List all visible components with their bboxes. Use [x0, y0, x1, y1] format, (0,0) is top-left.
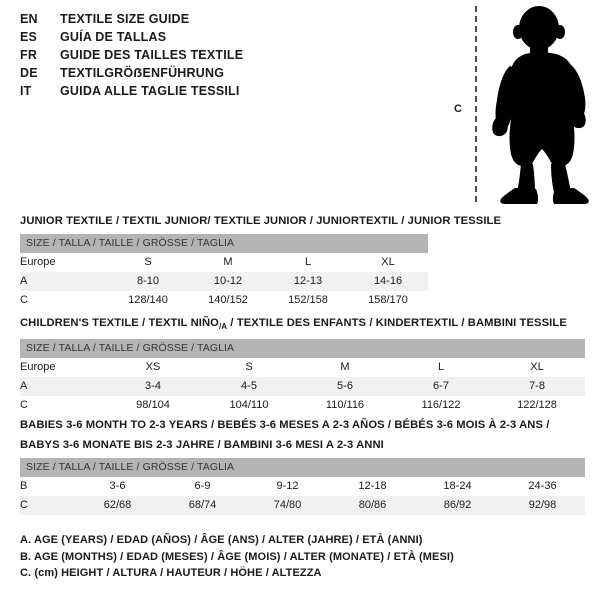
- cell-height: 74/80: [245, 496, 330, 515]
- section-babies-textile: BABIES 3-6 MONTH TO 2-3 YEARS / BEBÉS 3-…: [20, 418, 585, 515]
- row-label-a: A: [20, 377, 105, 397]
- cell-age-months: 3-6: [75, 477, 160, 496]
- row-label-a: A: [20, 272, 108, 291]
- height-measurement-figure: C: [440, 0, 600, 208]
- language-row-it: IT GUIDA ALLE TAGLIE TESSILI: [20, 84, 420, 102]
- size-table-babies: SIZE / TALLA / TAILLE / GRÖSSE / TAGLIA …: [20, 458, 585, 515]
- language-code-de: DE: [20, 66, 38, 80]
- cell-height: 68/74: [160, 496, 245, 515]
- cell-height: 62/68: [75, 496, 160, 515]
- language-code-it: IT: [20, 84, 32, 98]
- language-label-en: TEXTILE SIZE GUIDE: [60, 12, 190, 26]
- cell-size: L: [393, 358, 489, 378]
- cell-height: 110/116: [297, 396, 393, 416]
- cell-height: 152/158: [268, 291, 348, 310]
- cell-age: 7-8: [489, 377, 586, 397]
- cell-age-months: 12-18: [330, 477, 415, 496]
- section-title-children-subscript: /A: [218, 322, 228, 332]
- cell-size: M: [188, 253, 268, 272]
- section-title-babies-line2: BABYS 3-6 MONATE BIS 2-3 JAHRE / BAMBINI…: [20, 439, 384, 451]
- cell-age: 5-6: [297, 377, 393, 397]
- language-label-es: GUÍA DE TALLAS: [60, 30, 167, 44]
- footnote-b: B. AGE (MONTHS) / EDAD (MESES) / ÂGE (MO…: [20, 550, 454, 563]
- size-table-junior: SIZE / TALLA / TAILLE / GRÖSSE / TAGLIA …: [20, 234, 429, 310]
- cell-age-months: 18-24: [415, 477, 500, 496]
- language-row-en: EN TEXTILE SIZE GUIDE: [20, 12, 420, 30]
- table-row: C 128/140 140/152 152/158 158/170: [20, 291, 429, 310]
- table-band-header-junior: SIZE / TALLA / TAILLE / GRÖSSE / TAGLIA: [20, 234, 429, 253]
- language-label-it: GUIDA ALLE TAGLIE TESSILI: [60, 84, 240, 98]
- row-label-c: C: [20, 496, 75, 515]
- footnote-legend: A. AGE (YEARS) / EDAD (AÑOS) / ÂGE (ANS)…: [20, 532, 580, 582]
- cell-height: 98/104: [105, 396, 201, 416]
- cell-age: 3-4: [105, 377, 201, 397]
- table-band-header-children: SIZE / TALLA / TAILLE / GRÖSSE / TAGLIA: [20, 339, 586, 359]
- band-label-children: SIZE / TALLA / TAILLE / GRÖSSE / TAGLIA: [20, 339, 586, 359]
- cell-size: L: [268, 253, 348, 272]
- cell-age: 12-13: [268, 272, 348, 291]
- table-row: B 3-6 6-9 9-12 12-18 18-24 24-36: [20, 477, 585, 496]
- table-row: A 3-4 4-5 5-6 6-7 7-8: [20, 377, 586, 397]
- table-row: A 8-10 10-12 12-13 14-16: [20, 272, 429, 291]
- height-dashed-line: [475, 6, 477, 202]
- language-code-fr: FR: [20, 48, 38, 62]
- section-title-babies-line1: BABIES 3-6 MONTH TO 2-3 YEARS / BEBÉS 3-…: [20, 419, 550, 431]
- cell-height: 80/86: [330, 496, 415, 515]
- section-title-children-before: CHILDREN'S TEXTILE / TEXTIL NIÑO: [20, 317, 219, 329]
- row-label-c: C: [20, 291, 108, 310]
- language-row-es: ES GUÍA DE TALLAS: [20, 30, 420, 48]
- table-row: Europe XS S M L XL: [20, 358, 586, 378]
- table-row: Europe S M L XL: [20, 253, 429, 272]
- band-label-babies: SIZE / TALLA / TAILLE / GRÖSSE / TAGLIA: [20, 458, 585, 477]
- table-row: C 98/104 104/110 110/116 116/122 122/128: [20, 396, 586, 416]
- cell-size: XL: [489, 358, 586, 378]
- language-row-fr: FR GUIDE DES TAILLES TEXTILE: [20, 48, 420, 66]
- cell-size: M: [297, 358, 393, 378]
- cell-height: 104/110: [201, 396, 297, 416]
- size-table-children: SIZE / TALLA / TAILLE / GRÖSSE / TAGLIA …: [20, 339, 586, 416]
- footnote-c: C. (cm) HEIGHT / ALTURA / HAUTEUR / HÖHE…: [20, 567, 322, 579]
- row-label-europe: Europe: [20, 358, 105, 378]
- section-junior-textile: JUNIOR TEXTILE / TEXTIL JUNIOR/ TEXTILE …: [20, 214, 501, 310]
- cell-height: 86/92: [415, 496, 500, 515]
- language-code-en: EN: [20, 12, 38, 26]
- language-row-de: DE TEXTILGRÖẞENFÜHRUNG: [20, 66, 420, 84]
- language-code-es: ES: [20, 30, 38, 44]
- cell-age-months: 9-12: [245, 477, 330, 496]
- cell-size: S: [108, 253, 188, 272]
- row-label-b: B: [20, 477, 75, 496]
- language-header-list: EN TEXTILE SIZE GUIDE ES GUÍA DE TALLAS …: [20, 12, 420, 102]
- cell-size: XS: [105, 358, 201, 378]
- cell-age: 4-5: [201, 377, 297, 397]
- cell-age-months: 24-36: [500, 477, 585, 496]
- cell-height: 116/122: [393, 396, 489, 416]
- cell-age: 14-16: [348, 272, 429, 291]
- table-row: C 62/68 68/74 74/80 80/86 86/92 92/98: [20, 496, 585, 515]
- cell-age: 8-10: [108, 272, 188, 291]
- section-title-children-after: / TEXTILE DES ENFANTS / KINDERTEXTIL / B…: [227, 317, 567, 329]
- cell-height: 128/140: [108, 291, 188, 310]
- height-marker-label: C: [454, 103, 462, 115]
- cell-size: XL: [348, 253, 429, 272]
- cell-age: 6-7: [393, 377, 489, 397]
- cell-height: 158/170: [348, 291, 429, 310]
- cell-age: 10-12: [188, 272, 268, 291]
- cell-height: 92/98: [500, 496, 585, 515]
- row-label-europe: Europe: [20, 253, 108, 272]
- language-label-fr: GUIDE DES TAILLES TEXTILE: [60, 48, 244, 62]
- footnote-a: A. AGE (YEARS) / EDAD (AÑOS) / ÂGE (ANS)…: [20, 534, 423, 546]
- row-label-c: C: [20, 396, 105, 416]
- section-title-children: CHILDREN'S TEXTILE / TEXTIL NIÑO/A / TEX…: [20, 316, 585, 334]
- section-title-junior: JUNIOR TEXTILE / TEXTIL JUNIOR/ TEXTILE …: [20, 215, 502, 227]
- language-label-de: TEXTILGRÖẞENFÜHRUNG: [60, 66, 225, 80]
- cell-size: S: [201, 358, 297, 378]
- band-label-junior: SIZE / TALLA / TAILLE / GRÖSSE / TAGLIA: [20, 234, 429, 253]
- cell-height: 140/152: [188, 291, 268, 310]
- cell-age-months: 6-9: [160, 477, 245, 496]
- section-childrens-textile: CHILDREN'S TEXTILE / TEXTIL NIÑO/A / TEX…: [20, 316, 586, 416]
- toddler-silhouette-icon: [492, 6, 589, 204]
- cell-height: 122/128: [489, 396, 586, 416]
- table-band-header-babies: SIZE / TALLA / TAILLE / GRÖSSE / TAGLIA: [20, 458, 585, 477]
